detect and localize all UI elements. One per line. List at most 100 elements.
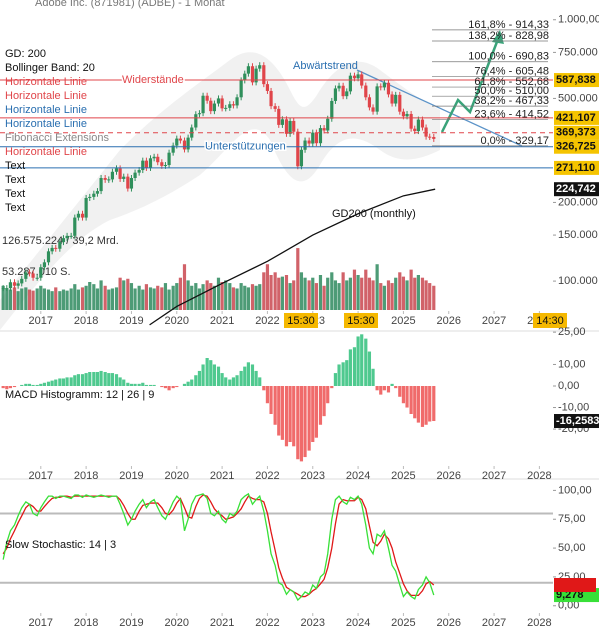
volume-bar <box>182 264 187 310</box>
histogram-bar <box>212 364 217 386</box>
fib-label: 50,0% - 510,00 <box>474 85 549 97</box>
fib-label: 138,2% - 828,98 <box>468 30 549 42</box>
candle <box>364 85 368 98</box>
volume-bar <box>416 275 420 310</box>
volume-bar <box>160 287 164 310</box>
volume-bar <box>231 287 236 310</box>
candle <box>220 98 224 109</box>
value-label: 421,107 <box>556 112 596 124</box>
histogram-bar <box>337 364 341 386</box>
candle <box>35 277 39 279</box>
candle <box>277 108 281 125</box>
volume-bar <box>250 284 255 310</box>
candle <box>58 242 62 249</box>
candle <box>409 113 413 129</box>
histogram-bar <box>326 386 330 404</box>
legend-item: Horizontale Linie <box>5 146 87 158</box>
candle <box>348 75 352 92</box>
candle <box>398 94 402 112</box>
volume-bar <box>88 282 92 310</box>
volume-bar <box>76 289 81 310</box>
volume-bar <box>235 288 239 310</box>
x-tick-label: 2020 <box>165 315 189 327</box>
candle <box>5 288 9 290</box>
legend-item: Horizontale Linie <box>5 118 87 130</box>
volume-bar <box>167 289 171 310</box>
value-label-box <box>554 73 599 88</box>
histogram-bar <box>246 362 250 386</box>
indicator-label: MACD Histogramm: 12 | 26 | 9 <box>5 389 154 401</box>
candle <box>84 197 88 218</box>
candle <box>333 88 338 101</box>
candle <box>296 131 300 167</box>
histogram-bar <box>360 334 364 386</box>
histogram-bar <box>265 386 270 404</box>
volume-bar <box>303 277 307 310</box>
candle <box>39 267 43 278</box>
candle <box>330 100 334 119</box>
horizontal-line-text: Widerstände <box>122 74 184 86</box>
candle <box>299 149 304 167</box>
volume-bar <box>243 285 247 310</box>
volume-bar <box>296 248 300 310</box>
volume-bar <box>428 283 432 310</box>
candle <box>394 94 398 104</box>
volume-bar <box>1 285 5 310</box>
histogram-bar <box>171 386 175 389</box>
histogram-bar <box>69 377 73 386</box>
histogram-bar <box>73 375 77 386</box>
histogram-bar <box>307 386 311 451</box>
histogram-bar <box>345 360 349 386</box>
candle <box>367 97 372 108</box>
candle <box>80 213 85 218</box>
candle <box>235 97 239 106</box>
candle <box>129 178 134 189</box>
candle <box>50 247 54 252</box>
volume-bar <box>398 272 402 310</box>
candle <box>371 107 375 112</box>
y-tick-label: 0,00 <box>558 600 579 612</box>
candle <box>27 272 32 274</box>
histogram-bar <box>160 386 164 388</box>
time-badge <box>533 313 567 328</box>
x-tick-label: 2021 <box>210 315 234 327</box>
histogram-bar <box>31 384 35 386</box>
fib-label: 38,2% - 467,33 <box>474 95 549 107</box>
candle <box>314 132 318 144</box>
volume-bar <box>258 284 262 310</box>
histogram-bar <box>148 384 153 386</box>
histogram-bar <box>20 384 24 386</box>
volume-bar <box>73 284 77 310</box>
x-tick-label: 2025 <box>391 470 415 482</box>
volume-bar <box>367 277 372 310</box>
histogram-bar <box>284 386 289 447</box>
histogram-bar <box>61 378 66 386</box>
candle <box>88 196 92 198</box>
volume-bar <box>228 283 232 310</box>
volume-bar <box>133 288 137 310</box>
volume-bar <box>129 283 134 310</box>
candle <box>167 152 171 166</box>
histogram-bar <box>126 382 130 386</box>
volume-bar <box>118 277 122 310</box>
candle <box>386 82 391 95</box>
legend-item: Horizontale Linie <box>5 104 87 116</box>
candle <box>107 179 111 181</box>
volume-bar <box>330 272 334 310</box>
volume-bar <box>386 280 391 310</box>
volume-bar <box>288 283 292 310</box>
histogram-bar <box>8 386 13 389</box>
candle <box>258 65 262 69</box>
volume-label: 53.287.010 S. <box>2 266 71 278</box>
bollinger-band <box>0 52 440 330</box>
x-tick-label: 2027 <box>482 315 506 327</box>
volume-bar <box>46 289 51 310</box>
candle <box>413 128 417 132</box>
volume-bar <box>80 287 85 310</box>
value-label: 224,742 <box>556 183 596 195</box>
histogram-bar <box>107 373 111 386</box>
histogram-bar <box>122 379 126 386</box>
candle <box>20 278 24 284</box>
candle <box>424 127 428 137</box>
